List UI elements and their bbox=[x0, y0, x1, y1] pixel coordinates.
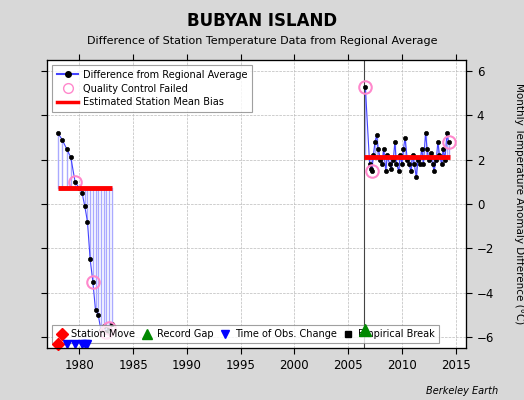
Legend: Station Move, Record Gap, Time of Obs. Change, Empirical Break: Station Move, Record Gap, Time of Obs. C… bbox=[52, 325, 439, 343]
Text: Difference of Station Temperature Data from Regional Average: Difference of Station Temperature Data f… bbox=[87, 36, 437, 46]
Y-axis label: Monthly Temperature Anomaly Difference (°C): Monthly Temperature Anomaly Difference (… bbox=[514, 83, 523, 325]
Text: BUBYAN ISLAND: BUBYAN ISLAND bbox=[187, 12, 337, 30]
Text: Berkeley Earth: Berkeley Earth bbox=[425, 386, 498, 396]
